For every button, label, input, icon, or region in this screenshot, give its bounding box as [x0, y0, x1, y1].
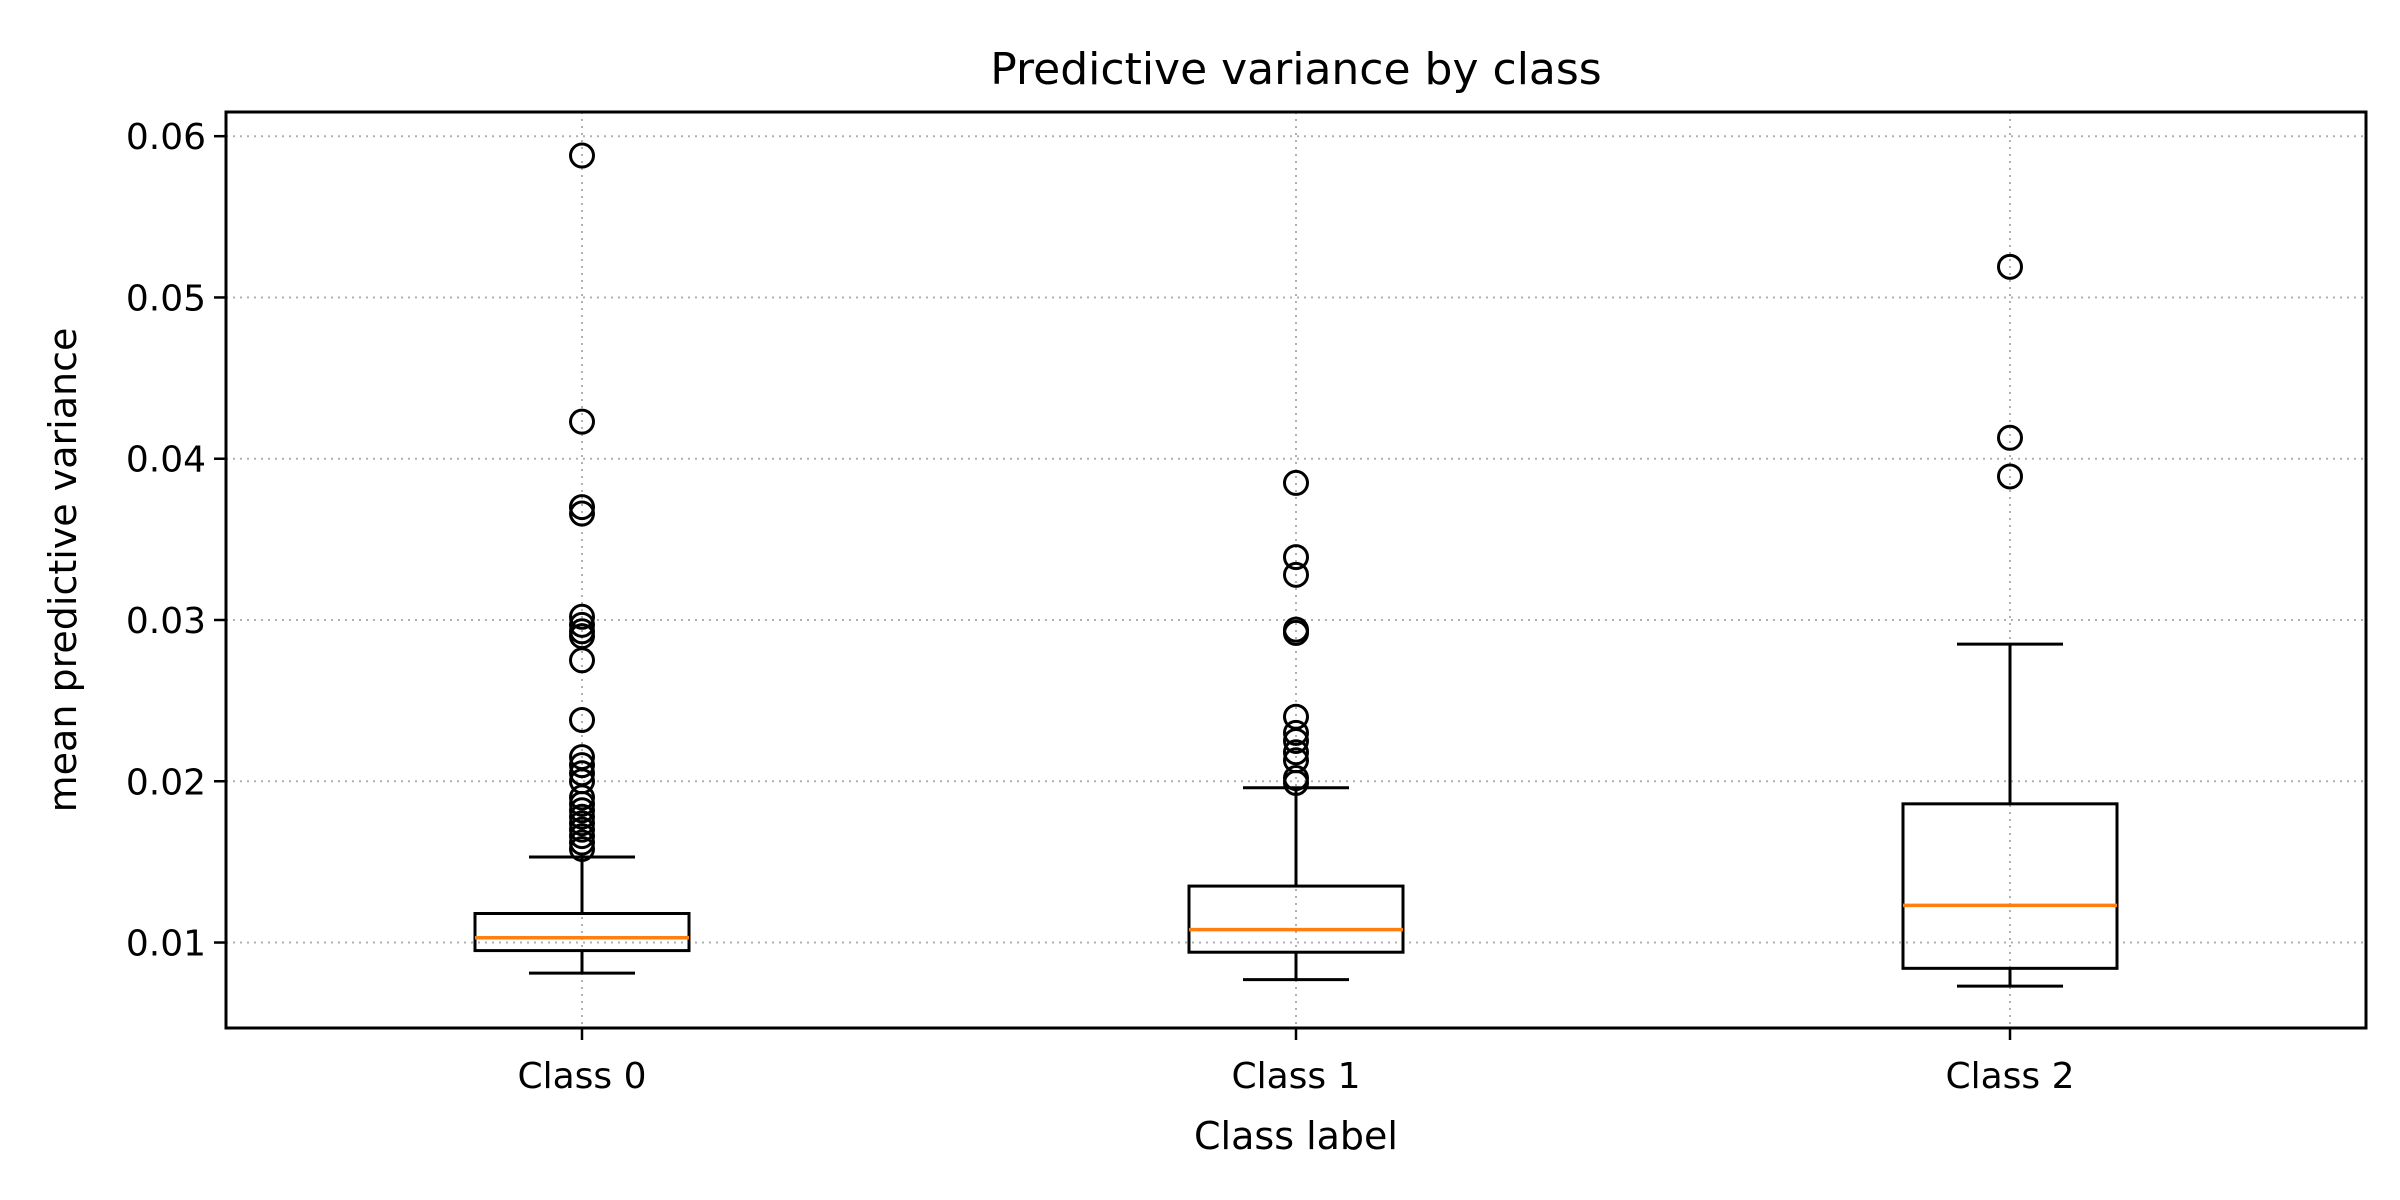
outlier-point [1283, 616, 1309, 643]
outlier-point [569, 760, 595, 787]
boxes [473, 142, 2119, 988]
outlier-point [569, 816, 595, 843]
outlier-point [569, 744, 595, 771]
outlier-point [569, 142, 595, 169]
y-tick-label: 0.03 [126, 601, 206, 642]
outlier-point [569, 835, 595, 862]
outlier-point [1283, 469, 1309, 496]
y-tick-label: 0.04 [126, 440, 206, 481]
y-tick-label: 0.01 [126, 924, 206, 965]
outlier-point [569, 706, 595, 733]
outlier-point [569, 618, 595, 645]
y-tick-label: 0.02 [126, 762, 206, 803]
outlier-point [569, 611, 595, 638]
chart-title: Predictive variance by class [990, 44, 1601, 95]
x-axis-label: Class label [1194, 1114, 1398, 1158]
box-group-0 [473, 142, 691, 975]
box-group-1 [1187, 469, 1405, 982]
box-group-2 [1901, 253, 2119, 988]
outlier-point [1283, 703, 1309, 730]
outlier-point [569, 810, 595, 837]
outlier-point [569, 797, 595, 824]
outlier-point [1283, 561, 1309, 588]
outlier-point [569, 408, 595, 435]
outlier-point [1283, 544, 1309, 571]
outlier-point [569, 603, 595, 630]
iqr-box [473, 912, 691, 953]
outlier-point [1283, 719, 1309, 746]
iqr-box [1901, 802, 2119, 970]
outlier-point [569, 752, 595, 779]
y-axis-label: mean predictive variance [41, 328, 85, 813]
x-tick-label: Class 2 [1945, 1056, 2074, 1097]
y-tick-label: 0.05 [126, 278, 206, 319]
x-tick-label: Class 0 [517, 1056, 646, 1097]
outlier-point [569, 829, 595, 856]
x-tick-label: Class 1 [1231, 1056, 1360, 1097]
outlier-point [569, 803, 595, 830]
outlier-point [1997, 253, 2023, 280]
outlier-point [1997, 424, 2023, 451]
outlier-point [569, 823, 595, 850]
outlier-point [1997, 463, 2023, 490]
outlier-point [1283, 747, 1309, 774]
outlier-point [569, 500, 595, 527]
outlier-point [569, 494, 595, 521]
iqr-box [1187, 884, 1405, 954]
outlier-point [1283, 739, 1309, 766]
axis-ticks: 0.01 0.02 0.03 0.04 0.05 0.06 Class 0 Class 1 Cl… [126, 117, 2075, 1097]
y-tick-label: 0.06 [126, 117, 206, 158]
outlier-point [1283, 765, 1309, 792]
